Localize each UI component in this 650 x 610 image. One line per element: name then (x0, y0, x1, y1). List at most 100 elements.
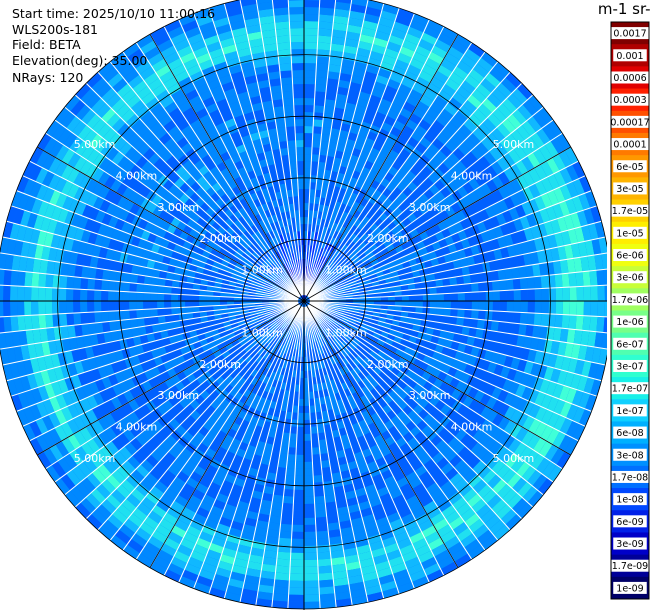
sector-cell (356, 544, 372, 555)
sector-cell (415, 76, 430, 89)
sector-cell (288, 7, 304, 15)
sector-cell (246, 246, 255, 255)
sector-cell (418, 70, 434, 83)
sector-cell (449, 454, 463, 468)
sector-cell (220, 221, 230, 231)
sector-cell (158, 322, 168, 332)
sector-cell (275, 334, 282, 343)
sector-cell (541, 409, 554, 425)
sector-cell (276, 558, 291, 567)
sector-cell (389, 102, 403, 114)
sector-cell (105, 440, 120, 456)
sector-cell (392, 240, 401, 249)
sector-cell (204, 72, 219, 84)
sector-cell (256, 311, 265, 317)
sector-cell (250, 224, 259, 234)
sector-cell (43, 448, 58, 465)
sector-cell (245, 335, 254, 343)
sector-cell (434, 399, 446, 412)
sector-cell (226, 6, 243, 18)
sector-cell (478, 432, 491, 447)
sector-cell (338, 129, 350, 139)
sector-cell (363, 160, 374, 171)
sector-cell (435, 279, 444, 288)
sector-cell (501, 118, 517, 134)
sector-cell (94, 209, 106, 224)
sector-cell (417, 550, 435, 564)
sector-cell (80, 301, 88, 313)
sector-cell (310, 419, 318, 427)
sector-cell (243, 480, 256, 491)
sector-cell (233, 373, 243, 383)
sector-cell (497, 402, 510, 417)
sector-cell (199, 284, 208, 291)
sector-cell (375, 456, 387, 468)
sector-cell (192, 289, 200, 296)
sector-cell (396, 370, 406, 381)
sector-cell (224, 393, 235, 403)
sector-cell (110, 179, 123, 193)
sector-cell (294, 384, 300, 392)
sector-cell (374, 328, 383, 336)
sector-cell (456, 60, 473, 75)
sector-cell (374, 375, 384, 385)
sector-cell (316, 246, 322, 255)
sector-cell (125, 474, 141, 489)
sector-cell (223, 434, 235, 445)
sector-cell (203, 555, 220, 568)
sector-cell (275, 28, 291, 37)
sector-cell (516, 124, 531, 141)
sector-cell (304, 552, 318, 560)
sector-cell (437, 555, 455, 570)
sector-cell (267, 164, 277, 173)
sector-cell (43, 232, 54, 248)
sector-cell (314, 196, 321, 205)
sector-cell (559, 259, 569, 274)
sector-cell (408, 88, 423, 101)
sector-cell (151, 323, 161, 334)
sector-cell (289, 573, 304, 581)
sector-cell (540, 275, 549, 289)
sector-cell (267, 318, 275, 324)
sector-cell (79, 175, 92, 190)
sector-cell (441, 83, 457, 98)
sector-cell (333, 107, 345, 117)
sector-cell (412, 538, 428, 551)
sector-cell (247, 256, 256, 264)
sector-cell (330, 170, 339, 180)
sector-cell (45, 287, 53, 301)
sector-cell (373, 199, 384, 209)
sector-cell (506, 290, 514, 301)
sector-cell (516, 254, 526, 268)
sector-cell (270, 85, 283, 94)
sector-cell (20, 375, 32, 392)
sector-cell (286, 317, 292, 324)
sector-cell (160, 353, 170, 364)
sector-cell (508, 381, 520, 395)
sector-cell (280, 312, 288, 318)
sector-cell (224, 208, 234, 218)
sector-cell (137, 446, 151, 460)
sector-cell (211, 115, 225, 127)
sector-cell (11, 394, 23, 412)
sector-cell (293, 391, 300, 399)
sector-cell (590, 205, 602, 224)
sector-cell (254, 363, 263, 372)
sector-cell (357, 380, 366, 390)
sector-cell (121, 242, 131, 254)
sector-cell (211, 371, 221, 381)
sector-cell (274, 269, 281, 277)
sector-cell (197, 442, 209, 454)
sector-cell (137, 372, 149, 384)
sector-cell (258, 373, 266, 383)
sector-cell (439, 174, 451, 187)
sector-cell (312, 126, 323, 134)
sector-cell (325, 155, 335, 165)
sector-cell (334, 316, 342, 322)
sector-cell (236, 357, 245, 366)
sector-cell (456, 275, 465, 285)
sector-cell (339, 234, 346, 243)
sector-cell (374, 266, 383, 274)
sector-cell (201, 65, 217, 78)
sector-cell (516, 461, 531, 478)
